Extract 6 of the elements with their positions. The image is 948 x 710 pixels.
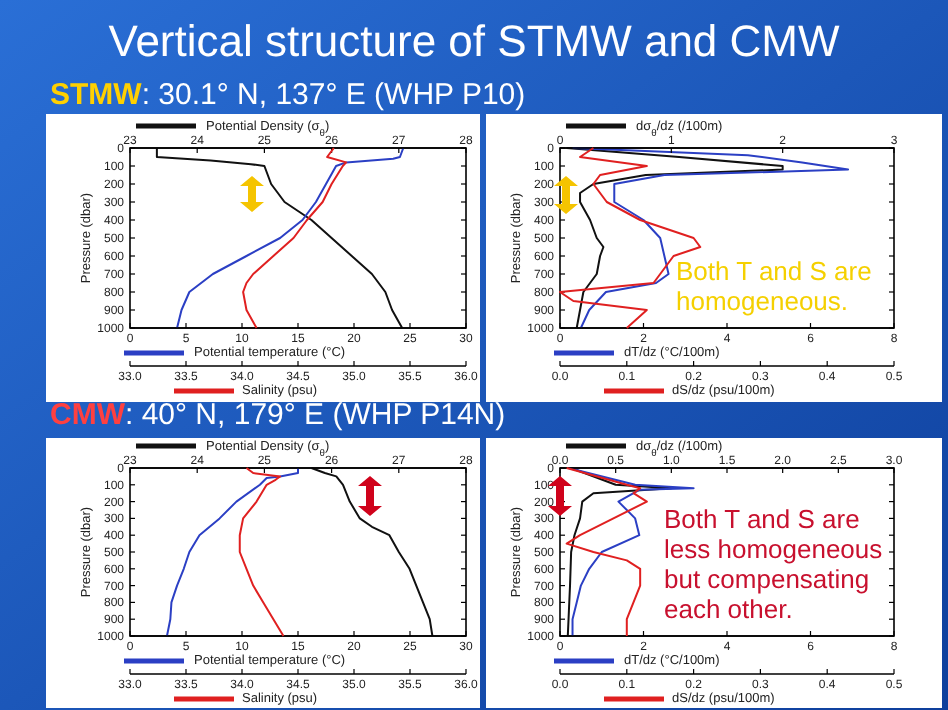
annotation: Both T and S are homogeneous. — [676, 256, 872, 316]
line-series — [165, 467, 299, 637]
chart-subtitle: CMW: 40° N, 179° E (WHP P14N) — [50, 398, 506, 432]
annotation: Both T and S are less homogeneous but compensating each other. — [664, 504, 884, 624]
chart-subtitle: STMW: 30.1° N, 137° E (WHP P10) — [50, 78, 526, 112]
chart-title: Vertical structure of STMW and CMW — [108, 16, 840, 66]
